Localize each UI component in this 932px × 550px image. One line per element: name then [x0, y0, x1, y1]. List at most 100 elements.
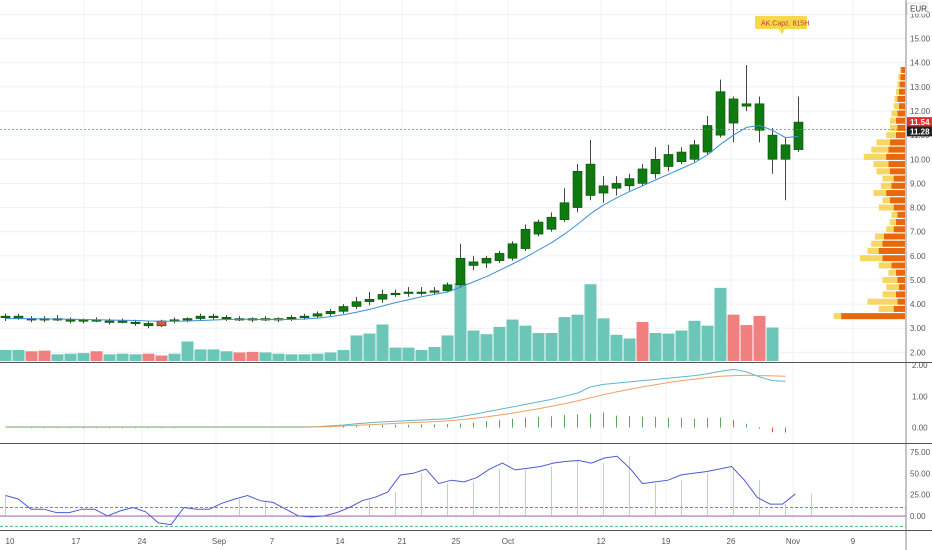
- volume-bar: [467, 330, 480, 361]
- oscillator-line: [5, 455, 796, 526]
- volume-bar: [233, 352, 246, 361]
- macd-tick-label: 2.00: [912, 361, 928, 370]
- candle-body: [494, 253, 505, 261]
- x-tick-label: 7: [270, 537, 275, 546]
- profile-bar-value: [897, 124, 905, 131]
- candle-body: [338, 306, 349, 312]
- volume-bar: [623, 338, 636, 361]
- x-tick-label: 12: [597, 537, 606, 546]
- candle-body: [676, 151, 687, 162]
- x-tick-label: Nov: [786, 537, 800, 546]
- profile-bar-value: [893, 204, 905, 211]
- candle-body: [559, 202, 570, 220]
- candle-body: [780, 144, 791, 160]
- candle-body: [663, 154, 674, 167]
- profile-bar-value: [891, 262, 905, 269]
- x-tick-label: 10: [6, 537, 15, 546]
- candle-body: [312, 313, 323, 317]
- volume-profile: [833, 66, 905, 320]
- volume-bar: [584, 284, 597, 361]
- oscillator-tick-label: 50.00: [910, 469, 931, 478]
- level-price-tag-text: 11.28: [910, 127, 930, 136]
- note-tag[interactable]: AK.Capz. 815H: [755, 16, 809, 34]
- profile-bar-value: [888, 146, 905, 153]
- volume-bar: [168, 353, 181, 361]
- profile-bar-value: [897, 95, 905, 102]
- volume-bar: [285, 354, 298, 361]
- volume-bar: [129, 354, 142, 361]
- x-tick-label: Sep: [212, 537, 227, 546]
- candle-body: [286, 317, 297, 320]
- candle-body: [767, 134, 778, 160]
- volume-bar: [402, 347, 415, 361]
- volume-bar: [181, 341, 194, 361]
- candle-body: [377, 294, 388, 300]
- profile-bar-value: [882, 240, 905, 247]
- candle-body: [429, 290, 440, 293]
- x-tick-label: 19: [662, 537, 671, 546]
- profile-bar-value: [896, 269, 905, 276]
- volume-bar: [324, 352, 337, 361]
- volume-bar: [662, 333, 675, 361]
- profile-bar-value: [890, 197, 905, 204]
- volume-bar: [0, 350, 12, 361]
- profile-bar-value: [897, 276, 905, 283]
- volume-bar: [636, 322, 649, 361]
- price-tick-label: 9.00: [910, 179, 926, 188]
- profile-bar-value: [900, 74, 905, 81]
- volume-bar: [142, 353, 155, 361]
- profile-bar-total: [863, 153, 905, 160]
- volume-bar: [272, 353, 285, 361]
- candle-body: [104, 320, 115, 323]
- volume-bars: [0, 283, 779, 361]
- candle-body: [208, 315, 219, 318]
- price-tick-label: 6.00: [910, 252, 926, 261]
- candle-body: [624, 178, 635, 187]
- candle-body: [455, 257, 466, 286]
- x-tick-label: 24: [138, 537, 147, 546]
- x-tick-label: 14: [336, 537, 345, 546]
- profile-bar-value: [896, 117, 905, 124]
- volume-bar: [610, 334, 623, 361]
- profile-bar-value: [841, 313, 905, 320]
- candle-body: [715, 91, 726, 136]
- volume-bar: [415, 350, 428, 361]
- volume-bar: [246, 351, 259, 361]
- candle-body: [507, 243, 518, 259]
- candle-body: [533, 221, 544, 235]
- candle-body: [741, 103, 752, 107]
- volume-bar: [740, 325, 753, 361]
- profile-bar-total: [878, 305, 905, 312]
- volume-bar: [298, 354, 311, 361]
- currency-box[interactable]: [906, 2, 928, 15]
- volume-bar: [506, 319, 519, 361]
- profile-bar-total: [871, 146, 905, 153]
- profile-bar-value: [882, 255, 905, 262]
- volume-bar: [77, 353, 90, 361]
- candle-body: [728, 98, 739, 124]
- profile-bar-total: [886, 284, 905, 291]
- candle-body: [598, 185, 609, 194]
- profile-bar-value: [899, 103, 905, 110]
- profile-bar-total: [878, 204, 905, 211]
- profile-bar-value: [886, 190, 905, 197]
- profile-bar-value: [893, 175, 905, 182]
- price-tick-label: 13.00: [910, 83, 931, 92]
- x-tick-label: 26: [727, 537, 736, 546]
- candle-body: [793, 121, 804, 150]
- x-axis-ticks: 10 17 24 Sep 7 14 21 25 Oct 12 19 26 Nov 9: [6, 537, 856, 546]
- volume-bar: [766, 327, 779, 361]
- candle-body: [754, 103, 765, 131]
- volume-bar: [25, 351, 38, 361]
- volume-bar: [571, 314, 584, 361]
- level-price-tag: 11.28: [907, 126, 932, 137]
- profile-bar-value: [886, 153, 905, 160]
- macd-series-line: [5, 374, 786, 428]
- x-tick-label: 25: [452, 537, 461, 546]
- price-tick-label: 14.00: [910, 59, 931, 68]
- volume-bar: [649, 332, 662, 361]
- note-tag-pointer: [779, 29, 785, 34]
- volume-bar: [38, 350, 51, 361]
- volume-bar: [714, 287, 727, 361]
- candle-body: [403, 291, 414, 294]
